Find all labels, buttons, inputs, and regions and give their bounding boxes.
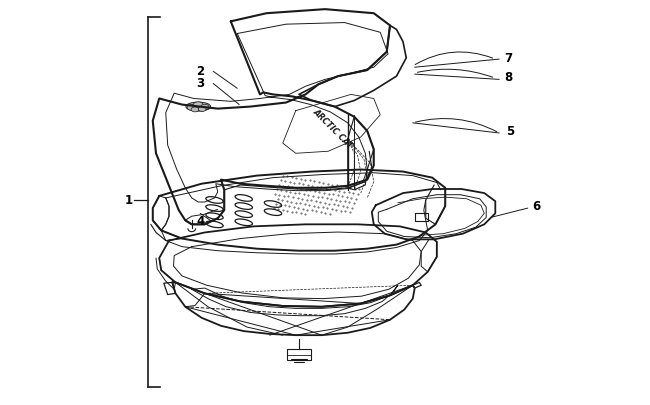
Text: 1: 1 [125, 194, 133, 207]
Text: 4: 4 [196, 214, 204, 227]
Circle shape [191, 108, 199, 113]
Ellipse shape [186, 103, 211, 112]
Circle shape [187, 105, 196, 111]
Text: 8: 8 [504, 71, 512, 84]
Text: 7: 7 [504, 52, 512, 65]
Text: 3: 3 [196, 77, 204, 90]
Text: ARCTIC CAT: ARCTIC CAT [311, 107, 354, 150]
Text: 2: 2 [196, 64, 204, 77]
Circle shape [200, 105, 209, 111]
Bar [287, 350, 311, 360]
Circle shape [198, 107, 206, 112]
Text: 6: 6 [532, 199, 540, 212]
Text: 5: 5 [506, 125, 514, 138]
Circle shape [193, 102, 203, 109]
